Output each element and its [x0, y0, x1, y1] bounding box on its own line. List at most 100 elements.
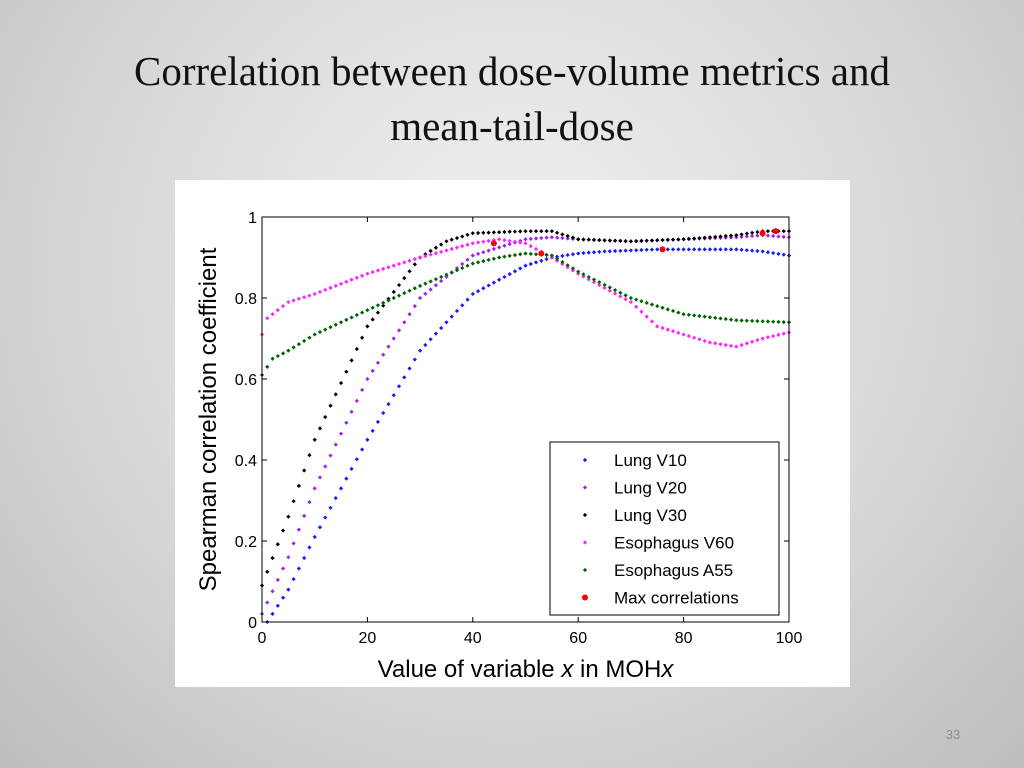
data-point	[270, 356, 275, 361]
data-point	[286, 348, 291, 353]
data-point	[602, 285, 607, 290]
data-point	[692, 247, 697, 252]
data-point	[623, 293, 628, 298]
data-point	[612, 238, 618, 243]
data-point	[481, 239, 486, 244]
data-point	[586, 277, 591, 282]
data-point	[486, 230, 491, 235]
data-point	[639, 309, 644, 314]
data-point	[423, 291, 428, 296]
data-point	[291, 298, 296, 303]
data-point	[412, 357, 417, 362]
data-point	[317, 525, 323, 530]
data-point	[607, 249, 612, 254]
data-point	[702, 314, 707, 319]
data-point	[734, 318, 739, 323]
data-point	[365, 376, 370, 382]
legend-label: Esophagus A55	[614, 561, 733, 580]
data-point	[518, 240, 523, 245]
data-point	[597, 237, 602, 243]
data-point	[338, 486, 344, 491]
data-point	[286, 555, 291, 560]
y-tick-label: 0	[248, 615, 257, 632]
data-point	[739, 247, 744, 252]
data-point	[497, 255, 502, 260]
data-point	[418, 348, 423, 353]
data-point	[744, 248, 749, 253]
x-tick-label: 100	[776, 630, 803, 647]
data-point	[707, 340, 713, 345]
data-point	[460, 265, 465, 271]
data-point	[402, 375, 407, 380]
data-point	[665, 237, 670, 242]
data-point	[533, 236, 539, 241]
data-point	[707, 247, 713, 252]
x-tick-label: 20	[359, 630, 377, 647]
data-point	[760, 336, 765, 341]
data-point	[692, 335, 697, 340]
data-point	[728, 247, 734, 252]
data-point	[739, 234, 744, 239]
data-point	[460, 261, 465, 267]
data-point	[539, 258, 544, 263]
data-point	[475, 230, 481, 236]
data-point	[597, 282, 602, 288]
data-point	[275, 308, 280, 313]
x-axis-label-part: x	[660, 656, 674, 683]
legend-label: Lung V10	[614, 451, 687, 470]
data-point	[728, 317, 734, 322]
data-point	[449, 314, 454, 319]
data-point	[391, 336, 396, 341]
data-point	[497, 230, 502, 235]
data-point	[344, 420, 349, 425]
data-point	[439, 278, 444, 284]
data-point	[533, 260, 539, 265]
data-point	[644, 247, 649, 252]
data-point	[755, 229, 760, 235]
y-tick-label: 1	[248, 210, 257, 227]
data-point	[307, 500, 312, 505]
data-point	[280, 528, 286, 533]
data-point	[639, 299, 644, 304]
data-point	[565, 236, 570, 241]
data-point	[760, 319, 765, 324]
legend-label: Esophagus V60	[614, 534, 734, 553]
data-point	[755, 248, 760, 254]
data-point	[723, 233, 728, 239]
data-point	[502, 243, 507, 248]
data-point	[296, 296, 301, 301]
data-point	[433, 283, 439, 288]
data-point	[349, 358, 354, 363]
data-point	[660, 325, 665, 331]
data-point	[555, 235, 560, 240]
data-point	[649, 302, 655, 307]
data-point	[491, 246, 496, 252]
data-point	[323, 287, 328, 292]
data-point	[328, 403, 333, 408]
data-point	[502, 229, 507, 235]
data-point	[265, 600, 270, 605]
data-point	[591, 250, 597, 255]
data-point	[670, 247, 676, 252]
data-point	[591, 237, 597, 242]
data-point	[644, 238, 649, 243]
data-point	[360, 310, 365, 315]
data-point	[581, 274, 586, 279]
data-point	[391, 263, 396, 268]
data-point	[291, 541, 296, 546]
data-point	[486, 238, 491, 243]
data-point	[365, 324, 370, 329]
data-point	[396, 293, 402, 298]
data-point	[718, 342, 723, 347]
data-point	[433, 251, 439, 256]
data-point	[386, 344, 391, 349]
data-point	[655, 238, 660, 243]
data-point	[391, 289, 396, 295]
data-point	[755, 233, 760, 238]
data-point	[512, 252, 518, 258]
data-point	[470, 231, 475, 236]
data-point	[612, 288, 618, 293]
data-point	[439, 249, 444, 254]
data-point	[486, 257, 491, 263]
data-point	[280, 304, 286, 309]
